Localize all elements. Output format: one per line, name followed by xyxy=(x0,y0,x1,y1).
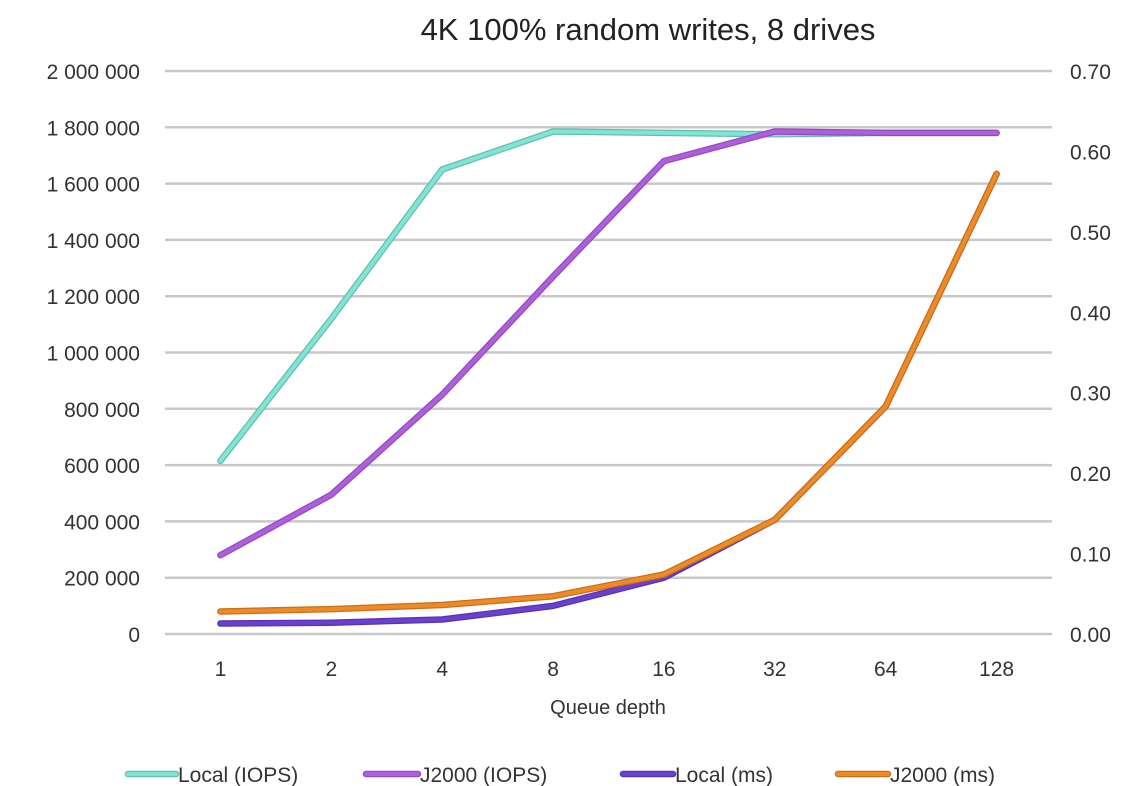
x-tick-label: 32 xyxy=(763,658,786,681)
legend-label: J2000 (ms) xyxy=(890,764,995,786)
y-tick-label: 200 000 xyxy=(64,568,140,591)
y2-tick-label: 0.60 xyxy=(1070,141,1111,164)
y-axis-right-ticks: 0.00 0.10 0.20 0.30 0.40 0.50 0.60 0.70 xyxy=(1070,61,1111,647)
legend: Local (IOPS) J2000 (IOPS) Local (ms) J2000 … xyxy=(124,764,995,786)
y-tick-label: 400 000 xyxy=(64,511,140,534)
y2-tick-label: 0.70 xyxy=(1070,61,1111,84)
x-axis-label: Queue depth xyxy=(550,697,666,719)
legend-label: J2000 (IOPS) xyxy=(420,764,547,786)
y2-tick-label: 0.50 xyxy=(1070,222,1111,245)
y2-tick-label: 0.00 xyxy=(1070,624,1111,647)
y-tick-label: 800 000 xyxy=(64,399,140,422)
legend-label: Local (IOPS) xyxy=(178,764,298,786)
y-tick-label: 0 xyxy=(128,624,140,647)
x-tick-label: 64 xyxy=(874,658,898,681)
y2-tick-label: 0.10 xyxy=(1070,544,1111,567)
x-tick-label: 8 xyxy=(547,658,559,681)
y-tick-label: 1 200 000 xyxy=(47,286,140,309)
series-line xyxy=(218,171,999,626)
chart-title: 4K 100% random writes, 8 drives xyxy=(421,12,876,47)
x-tick-label: 4 xyxy=(436,658,448,681)
series-line xyxy=(218,129,999,558)
y-tick-label: 1 600 000 xyxy=(47,174,140,197)
x-tick-label: 1 xyxy=(215,658,227,681)
y-tick-label: 600 000 xyxy=(64,455,140,478)
y-tick-label: 2 000 000 xyxy=(47,61,140,84)
y-tick-label: 1 400 000 xyxy=(47,230,140,253)
y-tick-label: 1 000 000 xyxy=(47,343,140,366)
series-line xyxy=(218,171,999,614)
gridlines xyxy=(165,69,1052,636)
y2-tick-label: 0.40 xyxy=(1070,302,1111,325)
legend-label: Local (ms) xyxy=(675,764,773,786)
x-tick-label: 128 xyxy=(979,658,1014,681)
y-axis-left-ticks: 0 200 000 400 000 600 000 800 000 1 000 000 1 … xyxy=(47,61,140,647)
y2-tick-label: 0.20 xyxy=(1070,463,1111,486)
y-tick-label: 1 800 000 xyxy=(47,117,140,140)
y2-tick-label: 0.30 xyxy=(1070,383,1111,406)
series-line-outline xyxy=(217,170,1000,627)
x-axis-ticks: 1 2 4 8 16 32 64 128 xyxy=(215,658,1014,681)
x-tick-label: 16 xyxy=(652,658,675,681)
x-tick-label: 2 xyxy=(325,658,337,681)
series-lines xyxy=(217,128,1000,627)
